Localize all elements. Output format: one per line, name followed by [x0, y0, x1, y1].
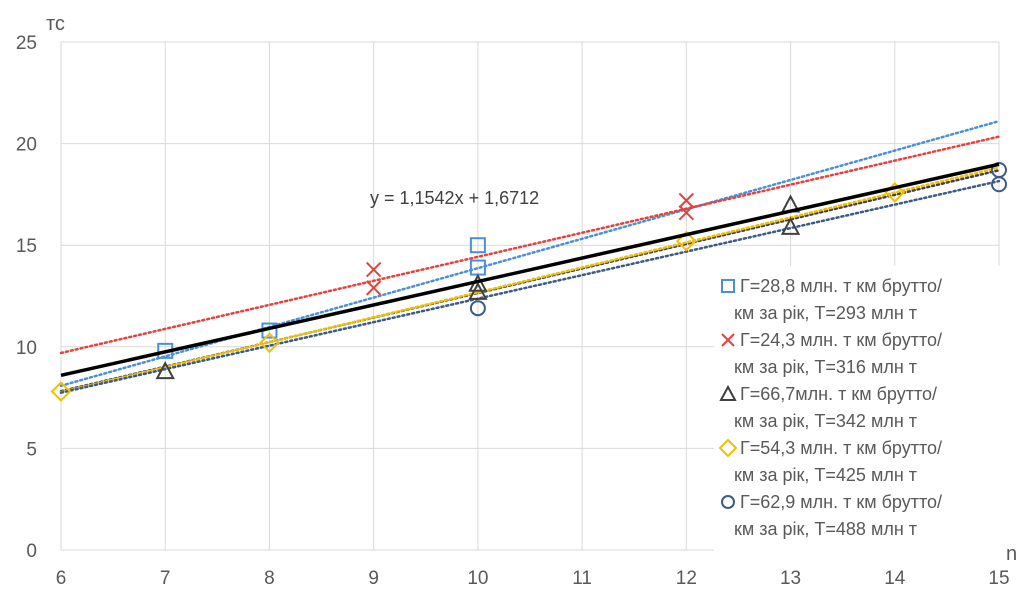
- x-tick-label: 11: [572, 568, 592, 589]
- y-tick-label: 25: [16, 33, 37, 54]
- overall-trendline-line: [60, 162, 1000, 378]
- y-tick-label: 0: [26, 541, 37, 562]
- y-tick-label: 5: [26, 439, 37, 460]
- data-point-series-3: [155, 361, 175, 380]
- legend-label-series-1: Г=28,8 млн. т км брутто/: [740, 276, 942, 296]
- y-tick-label: 20: [16, 135, 37, 156]
- x-tick-label: 7: [160, 568, 171, 589]
- trendline-equation: y = 1,1542x + 1,6712: [370, 188, 539, 208]
- overall-trendline: [60, 162, 1000, 378]
- legend-marker-series-3: [719, 384, 737, 401]
- legend-label-series-1: км за рік, Т=293 млн т: [734, 303, 917, 323]
- data-point-series-4: [675, 230, 697, 252]
- legend-marker-series-1: [721, 279, 735, 293]
- y-tick-label: 10: [16, 338, 37, 359]
- legend-label-series-3: Г=66,7млн. т км брутто/: [740, 384, 937, 404]
- legend-label-series-3: км за рік, Т=342 млн т: [734, 411, 917, 431]
- legend-label-series-4: Г=54,3 млн. т км брутто/: [740, 438, 942, 458]
- legend-label-series-5: Г=62,9 млн. т км брутто/: [740, 492, 942, 512]
- y-tick-label: 15: [16, 236, 37, 257]
- legend-marker-series-4: [718, 438, 738, 458]
- data-point-series-3: [780, 216, 801, 235]
- data-point-series-5: [469, 300, 486, 317]
- data-point-series-1: [469, 237, 486, 254]
- x-tick-label: 13: [780, 568, 801, 589]
- axis-tick-labels: 6 7 8 9 10 11 12 13 14 15 0 5 10 15 20 25: [16, 33, 1010, 589]
- x-tick-label: 6: [56, 568, 67, 589]
- x-axis-title: n: [1006, 543, 1017, 565]
- x-tick-label: 9: [368, 568, 379, 589]
- data-point-series-5: [991, 162, 1007, 179]
- data-point-series-2: [365, 280, 382, 296]
- trendline-series-4: [59, 166, 1001, 394]
- trendline-series-2: [59, 135, 1001, 355]
- legend-background: [714, 266, 1006, 552]
- legend-label-series-2: Г=24,3 млн. т км брутто/: [740, 330, 942, 350]
- trendline-series-5: [59, 179, 1001, 394]
- legend-marker-series-5: [721, 495, 735, 509]
- data-point-series-2: [678, 192, 695, 209]
- x-tick-label: 12: [676, 568, 697, 589]
- legend-label-series-5: км за рік, Т=488 млн т: [734, 519, 917, 539]
- y-axis-title: тс: [46, 13, 65, 35]
- legend-label-series-4: км за рік, Т=425 млн т: [734, 465, 917, 485]
- x-tick-label: 15: [988, 568, 1009, 589]
- data-point-series-2: [678, 204, 695, 221]
- data-point-series-4: [50, 381, 72, 402]
- x-tick-label: 8: [264, 568, 275, 589]
- data-point-series-4: [259, 332, 280, 354]
- data-point-series-2: [365, 261, 382, 278]
- x-tick-label: 10: [467, 568, 488, 589]
- legend-label-series-2: км за рік, Т=316 млн т: [734, 357, 917, 377]
- series-trendlines: [59, 119, 1001, 394]
- x-tick-label: 14: [884, 568, 906, 589]
- legend: Г=28,8 млн. т км брутто/км за рік, Т=293…: [718, 276, 942, 539]
- legend-marker-series-2: [721, 333, 735, 347]
